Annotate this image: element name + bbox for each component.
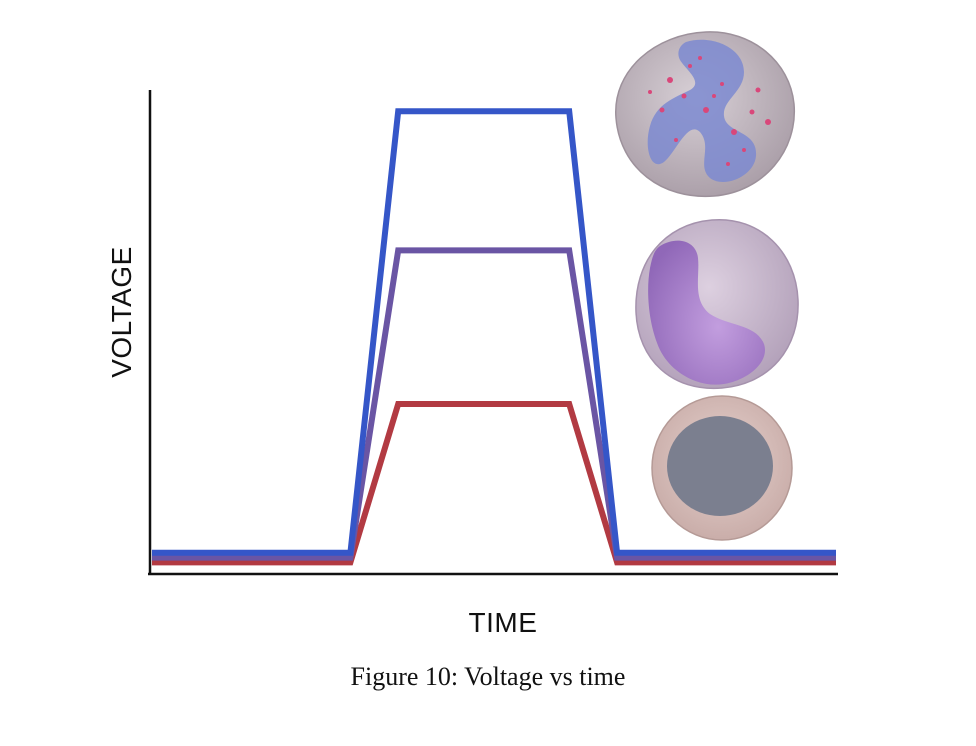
series-line-purple: [152, 247, 836, 561]
kidney-nucleus: [648, 240, 765, 385]
series-line-blue: [152, 108, 836, 556]
x-axis-label: TIME: [469, 607, 538, 638]
cell-illustration-middle: [635, 219, 799, 390]
irregular-nucleus: [647, 39, 757, 183]
series-line-red: [152, 401, 836, 566]
cell-illustration-top: [615, 31, 796, 198]
round-nucleus: [667, 416, 773, 516]
cell-illustration-bottom: [651, 395, 793, 541]
figure-caption: Figure 10: Voltage vs time: [350, 662, 626, 691]
y-axis-label: VOLTAGE: [106, 246, 137, 378]
